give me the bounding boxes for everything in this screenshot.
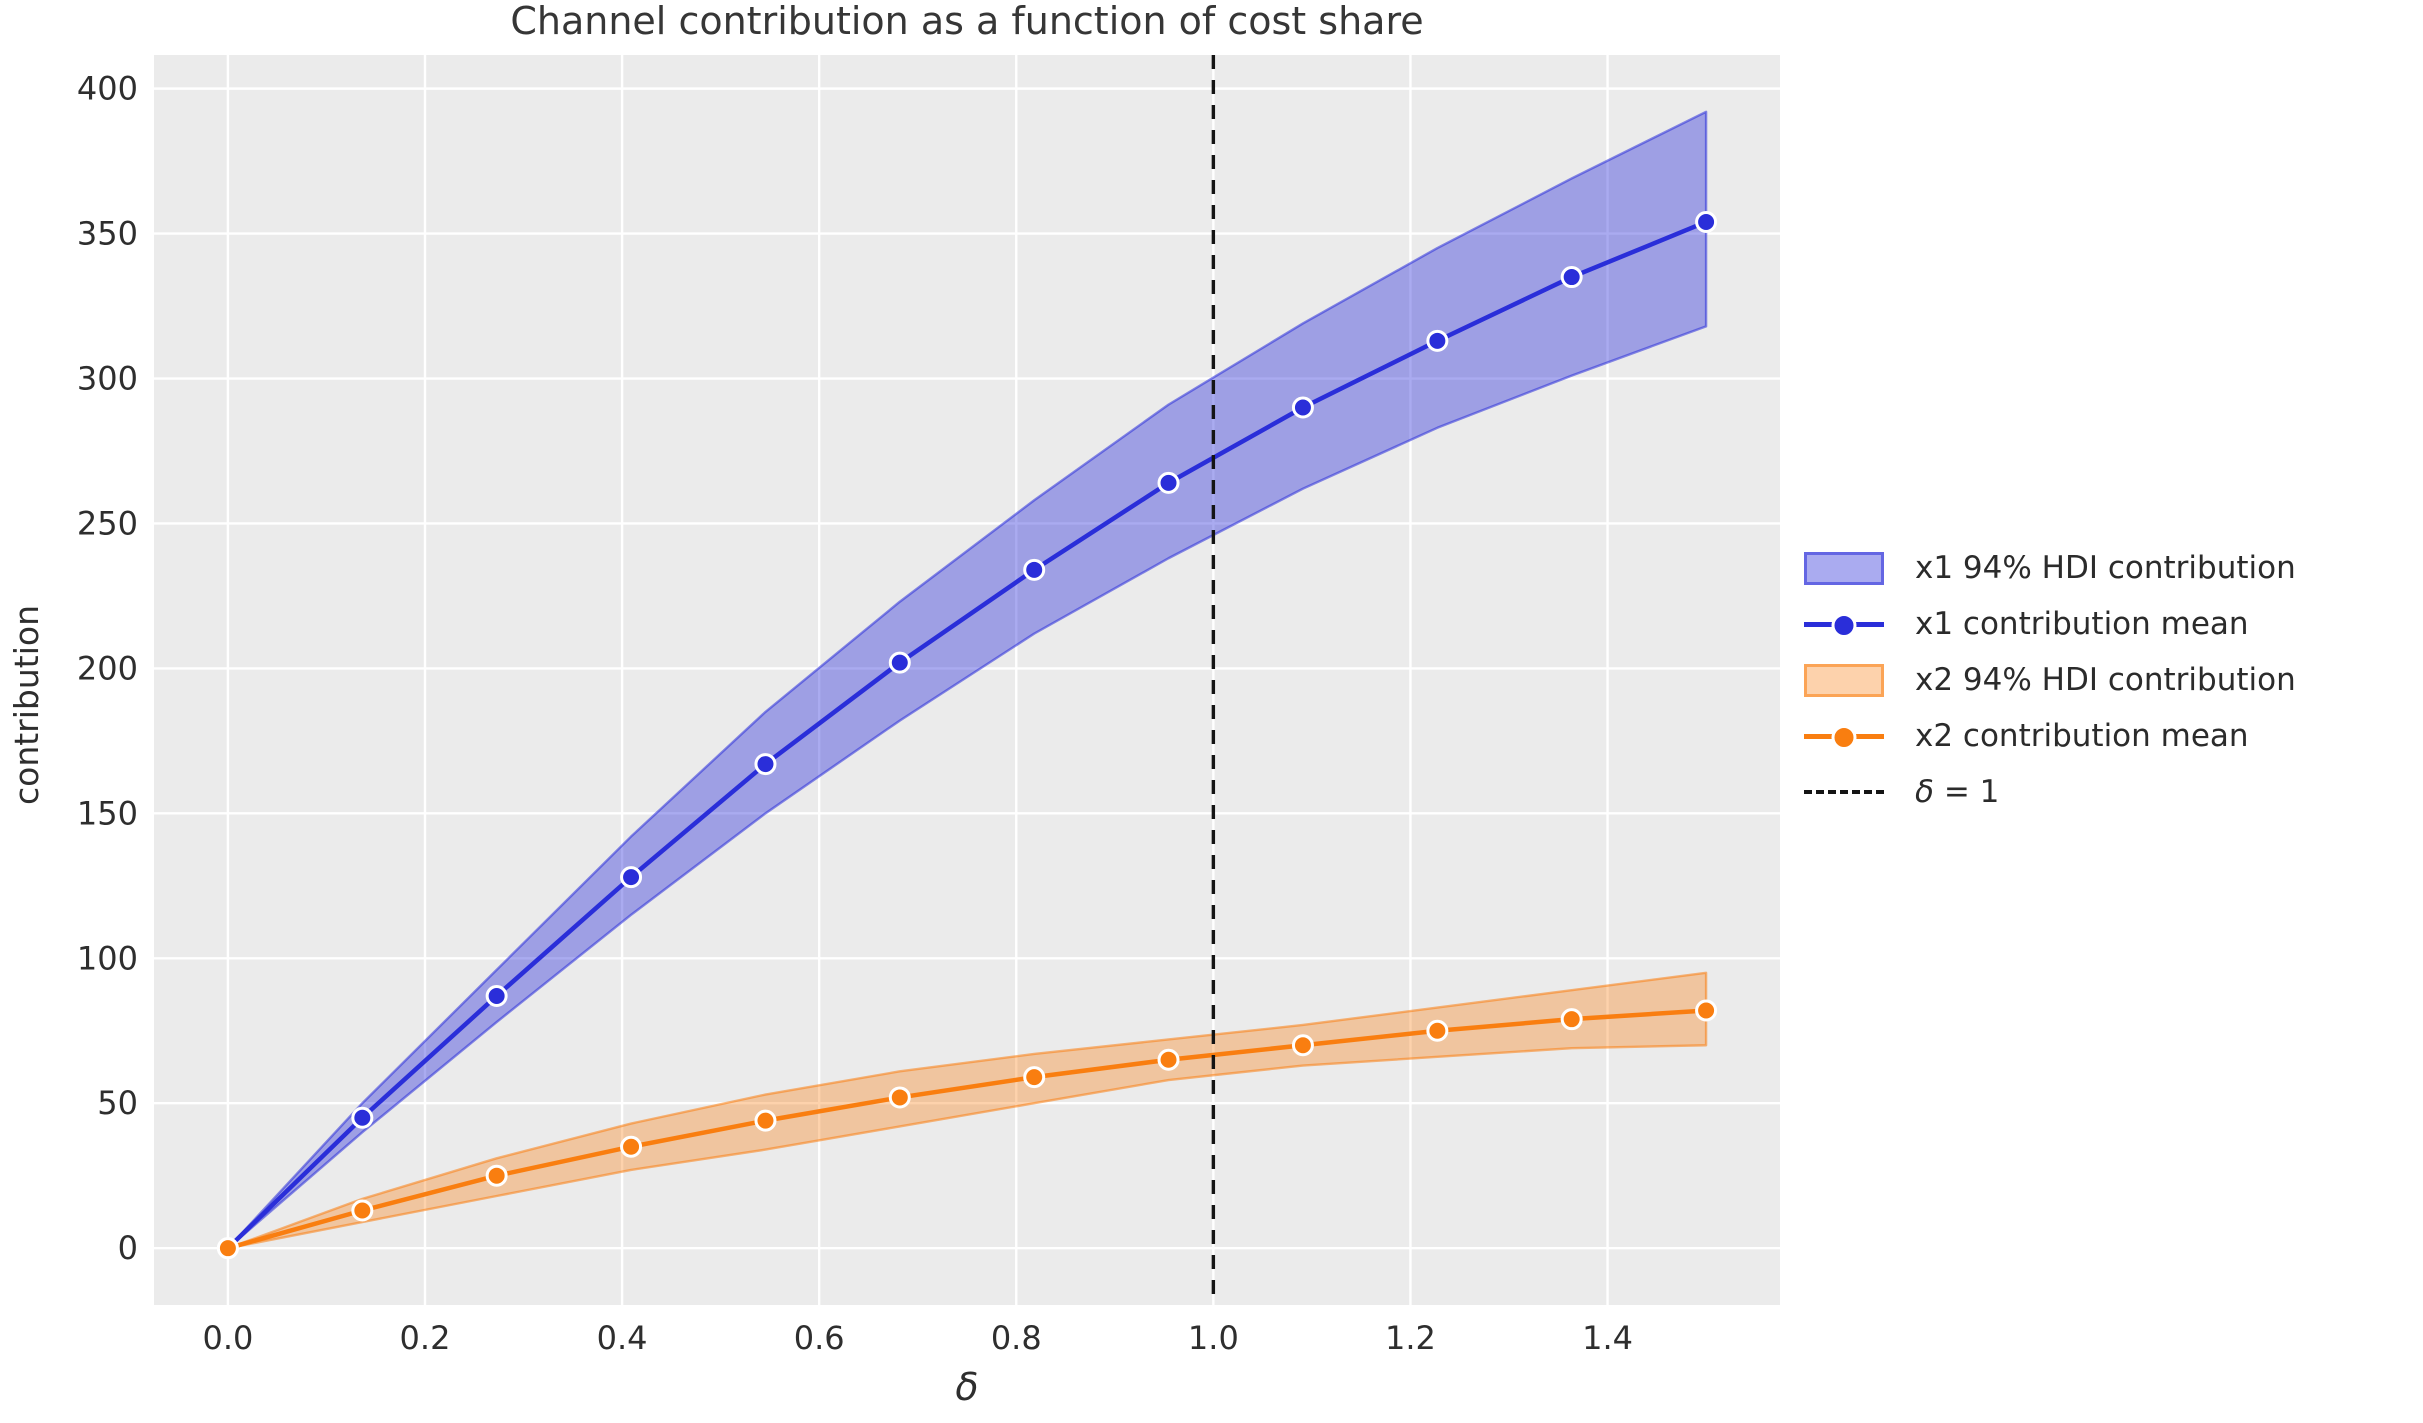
x1-data-marker bbox=[1695, 210, 1718, 233]
y-tick-label: 150 bbox=[77, 794, 138, 832]
legend-label: x2 contribution mean bbox=[1915, 718, 2249, 754]
y-tick-label: 250 bbox=[77, 504, 138, 542]
legend-item-x2-mean: x2 contribution mean bbox=[1804, 708, 2296, 764]
x1-data-marker bbox=[620, 866, 643, 889]
x1-data-marker bbox=[1426, 329, 1449, 352]
x-tick-label: 0.6 bbox=[794, 1319, 845, 1357]
y-axis-label: contribution bbox=[7, 605, 46, 805]
x-tick-label: 0.0 bbox=[202, 1319, 253, 1357]
legend-label: δ = 1 bbox=[1915, 764, 1999, 820]
x2-data-marker bbox=[216, 1237, 239, 1260]
y-tick-label: 200 bbox=[77, 649, 138, 687]
x1-data-marker bbox=[1291, 396, 1314, 419]
x2-data-marker bbox=[1695, 999, 1718, 1022]
x1-data-marker bbox=[485, 984, 508, 1007]
x1-data-marker bbox=[754, 753, 777, 776]
y-tick-label: 400 bbox=[77, 70, 138, 108]
x1-data-marker bbox=[351, 1106, 374, 1129]
plot-layer: 0 50 100 150 200 250 300 350 400 0.0 0.2 0.4 0.6 0.8 1… bbox=[77, 55, 1780, 1357]
x1-mean-line-icon bbox=[1804, 612, 1884, 638]
x1-data-marker bbox=[888, 651, 911, 674]
legend: x1 94% HDI contribution x1 contribution … bbox=[1804, 540, 2296, 820]
x1-data-marker bbox=[1023, 558, 1046, 581]
x2-data-marker bbox=[351, 1199, 374, 1222]
x-tick-label: 1.2 bbox=[1385, 1319, 1436, 1357]
legend-item-delta-vline: δ = 1 bbox=[1804, 764, 2296, 820]
legend-item-x1-hdi: x1 94% HDI contribution bbox=[1804, 540, 2296, 596]
x-axis-label: δ bbox=[955, 1365, 978, 1409]
x2-data-marker bbox=[1157, 1048, 1180, 1071]
x-tick-label: 1.0 bbox=[1188, 1319, 1239, 1357]
x-tick-label: 1.4 bbox=[1582, 1319, 1633, 1357]
x1-mean-marker-icon bbox=[1831, 612, 1857, 638]
legend-label: x1 94% HDI contribution bbox=[1915, 550, 2296, 586]
x1-data-marker bbox=[1560, 266, 1583, 289]
x2-data-marker bbox=[1023, 1066, 1046, 1089]
legend-delta-symbol: δ bbox=[1915, 774, 1934, 810]
x1-data-marker bbox=[1157, 471, 1180, 494]
x2-hdi-patch-icon bbox=[1804, 663, 1884, 697]
y-tick-label: 100 bbox=[77, 939, 138, 977]
y-tick-label: 0 bbox=[118, 1229, 138, 1267]
x1-hdi-patch-icon bbox=[1804, 551, 1884, 585]
legend-label: x2 94% HDI contribution bbox=[1915, 662, 2296, 698]
x-tick-label: 0.8 bbox=[991, 1319, 1042, 1357]
legend-label: x1 contribution mean bbox=[1915, 606, 2249, 642]
legend-item-x2-hdi: x2 94% HDI contribution bbox=[1804, 652, 2296, 708]
x2-data-marker bbox=[1291, 1034, 1314, 1057]
y-tick-label: 50 bbox=[97, 1084, 138, 1122]
x2-data-marker bbox=[888, 1086, 911, 1109]
x2-mean-marker-icon bbox=[1831, 724, 1857, 750]
x-tick-label: 0.2 bbox=[400, 1319, 451, 1357]
x-tick-label: 0.4 bbox=[597, 1319, 648, 1357]
x2-data-marker bbox=[1560, 1008, 1583, 1031]
y-tick-label: 350 bbox=[77, 215, 138, 253]
legend-item-x1-mean: x1 contribution mean bbox=[1804, 596, 2296, 652]
x2-data-marker bbox=[620, 1135, 643, 1158]
y-tick-label: 300 bbox=[77, 360, 138, 398]
legend-delta-rest: = 1 bbox=[1933, 774, 2000, 810]
x2-data-marker bbox=[485, 1164, 508, 1187]
dashed-line-icon bbox=[1804, 790, 1884, 794]
x2-data-marker bbox=[1426, 1019, 1449, 1042]
x2-mean-line-icon bbox=[1804, 724, 1884, 750]
x2-mean-line bbox=[225, 1008, 1709, 1251]
x2-data-marker bbox=[754, 1109, 777, 1132]
chart-title: Channel contribution as a function of co… bbox=[510, 0, 1423, 43]
x1-mean-line bbox=[225, 219, 1709, 1251]
